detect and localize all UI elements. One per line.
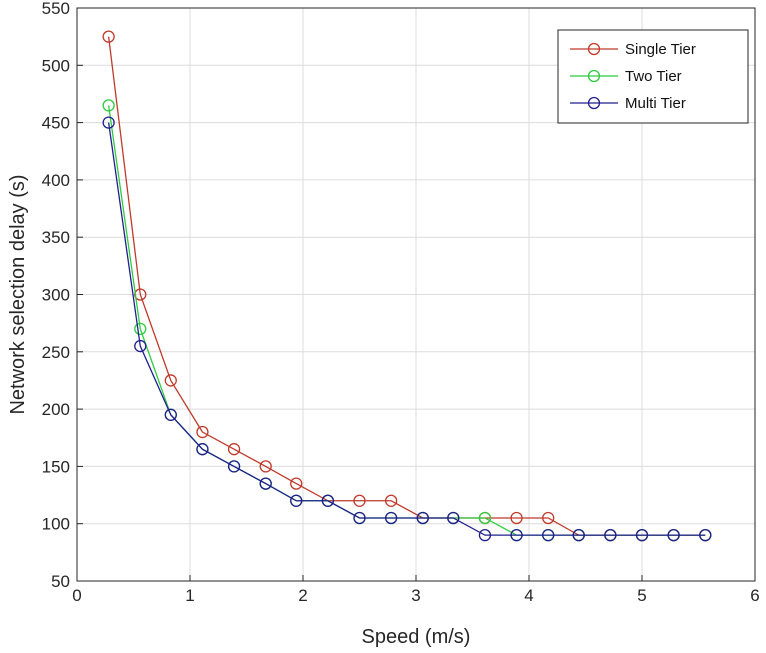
data-point-multi-tier xyxy=(542,529,555,542)
data-point-multi-tier xyxy=(102,116,115,129)
legend-label: Multi Tier xyxy=(625,95,686,112)
data-point-multi-tier xyxy=(510,529,523,542)
y-tick-label: 250 xyxy=(42,343,70,362)
data-point-multi-tier xyxy=(227,460,241,473)
y-tick-label: 150 xyxy=(42,457,70,476)
legend-marker xyxy=(587,96,601,110)
data-point-single-tier xyxy=(259,460,272,473)
data-point-multi-tier xyxy=(572,529,585,542)
data-point-two-tier xyxy=(478,511,492,525)
legend-label: Two Tier xyxy=(625,68,682,85)
data-point-multi-tier xyxy=(447,511,460,525)
x-tick-label: 3 xyxy=(411,586,420,605)
data-point-single-tier xyxy=(384,494,398,507)
y-tick-label: 500 xyxy=(42,56,70,75)
legend-entry-multi-tier: Multi Tier xyxy=(570,95,686,112)
data-point-multi-tier xyxy=(164,408,177,421)
data-point-multi-tier xyxy=(604,529,617,542)
data-point-multi-tier xyxy=(134,339,147,353)
data-point-single-tier xyxy=(353,494,366,507)
legend-marker xyxy=(587,42,601,56)
x-tick-label: 4 xyxy=(524,586,533,605)
y-tick-label: 550 xyxy=(42,0,70,18)
data-point-single-tier xyxy=(290,477,303,490)
x-tick-label: 0 xyxy=(72,586,81,605)
y-tick-label: 450 xyxy=(42,114,70,133)
data-point-multi-tier xyxy=(416,511,429,525)
data-point-two-tier xyxy=(134,322,147,336)
x-tick-label: 2 xyxy=(298,586,307,605)
data-point-single-tier xyxy=(164,374,177,387)
legend-label: Single Tier xyxy=(625,41,696,58)
data-point-multi-tier xyxy=(699,529,712,542)
y-tick-label: 50 xyxy=(51,572,70,591)
x-tick-label: 1 xyxy=(185,586,194,605)
data-point-single-tier xyxy=(227,443,241,456)
ticks: 0 1 2 3 4 5 6 50 100 150 200 250 300 350 400 450 500 550 xyxy=(42,0,760,605)
data-point-multi-tier xyxy=(478,529,492,542)
data-point-single-tier xyxy=(542,511,555,525)
legend-entry-two-tier: Two Tier xyxy=(570,68,682,85)
y-tick-label: 100 xyxy=(42,515,70,534)
series-multi-tier xyxy=(102,116,712,542)
series-layer xyxy=(102,30,712,542)
x-tick-label: 6 xyxy=(750,586,759,605)
y-tick-label: 400 xyxy=(42,171,70,190)
data-point-single-tier xyxy=(196,425,209,439)
data-point-multi-tier xyxy=(667,529,680,542)
data-point-multi-tier xyxy=(196,443,209,456)
data-point-multi-tier xyxy=(290,494,303,507)
y-tick-label: 300 xyxy=(42,286,70,305)
y-tick-label: 200 xyxy=(42,400,70,419)
data-point-single-tier xyxy=(510,511,523,525)
data-point-multi-tier xyxy=(259,477,272,490)
data-point-single-tier xyxy=(102,30,115,43)
y-tick-label: 350 xyxy=(42,228,70,247)
data-point-two-tier xyxy=(102,99,115,112)
legend-entry-single-tier: Single Tier xyxy=(570,41,696,58)
legend: Single Tier Two Tier Multi Tier xyxy=(557,29,749,124)
legend-marker xyxy=(587,69,601,83)
data-point-multi-tier xyxy=(353,511,366,525)
y-axis-label: Network selection delay (s) xyxy=(7,174,29,414)
data-point-multi-tier xyxy=(384,511,398,525)
x-tick-label: 5 xyxy=(637,586,646,605)
data-point-multi-tier xyxy=(321,494,335,507)
data-point-multi-tier xyxy=(635,529,649,542)
x-axis-label: Speed (m/s) xyxy=(362,626,471,648)
